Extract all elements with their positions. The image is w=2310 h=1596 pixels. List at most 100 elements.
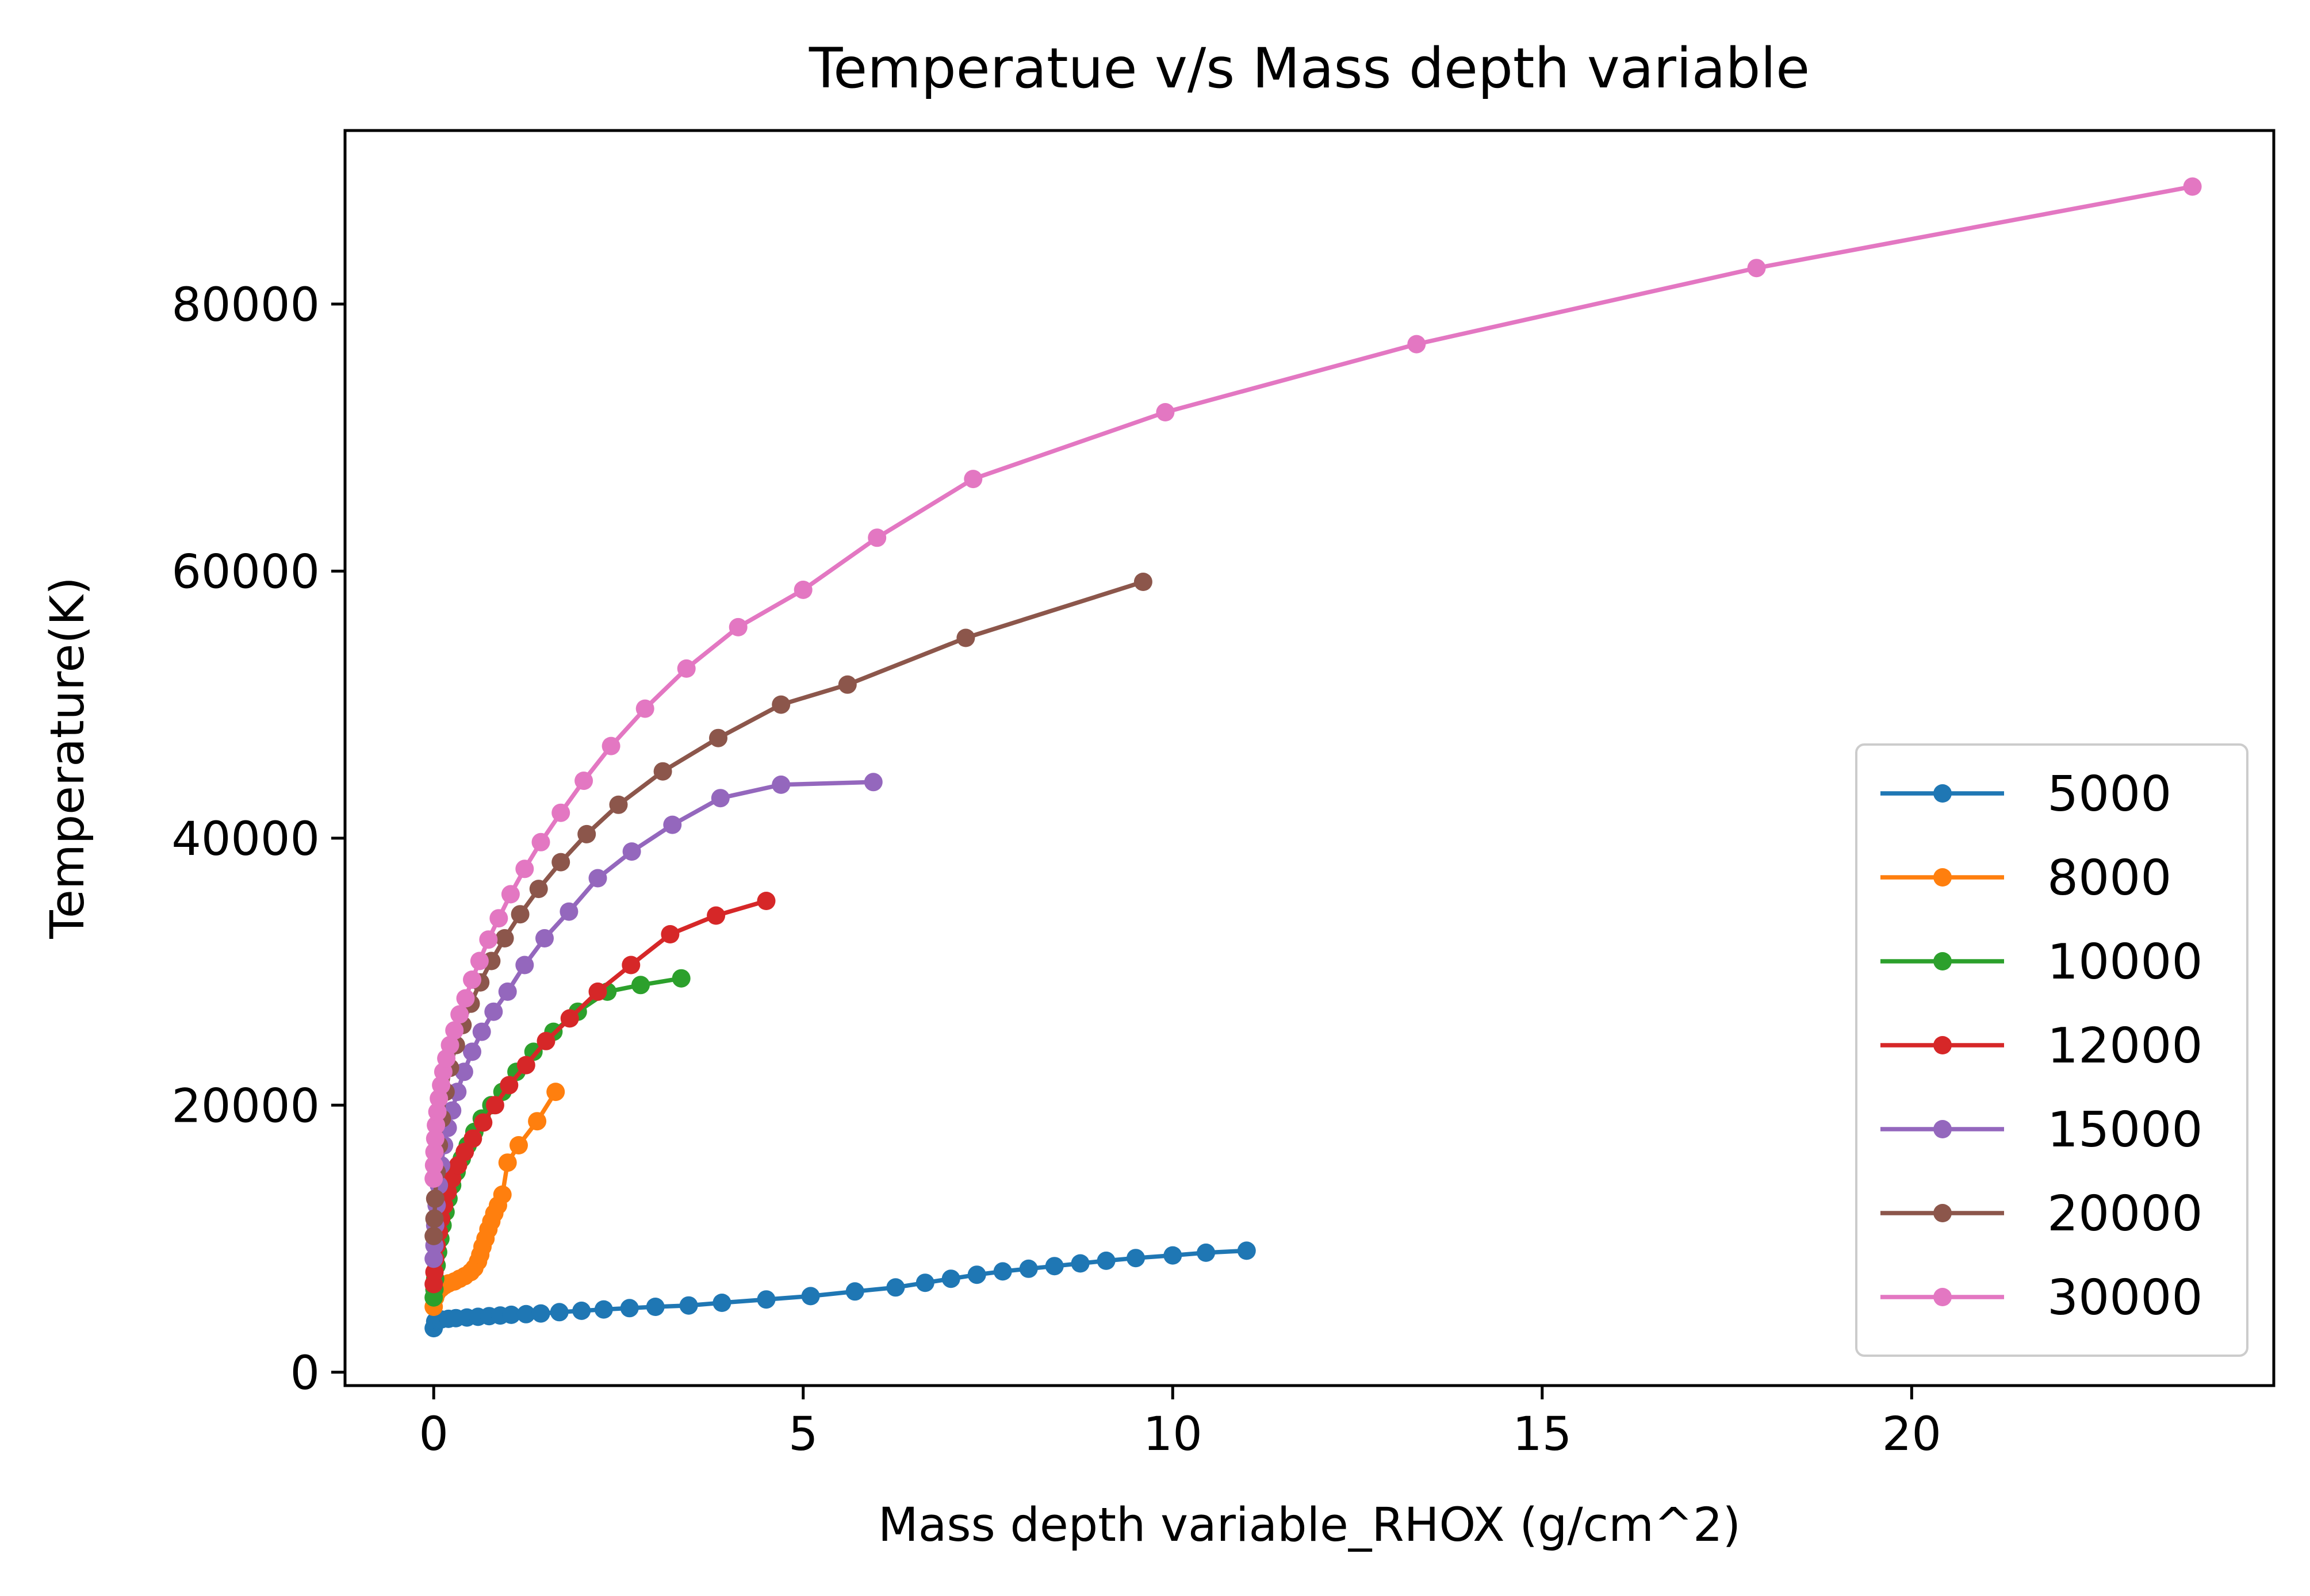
legend-items: 5000 8000 10000 12000 15000 20000 30000 — [1880, 766, 2202, 1326]
data-point — [602, 736, 620, 755]
data-point — [500, 1076, 519, 1095]
data-point — [711, 789, 730, 808]
data-point — [551, 803, 570, 822]
data-point — [528, 1112, 547, 1131]
data-point — [794, 580, 813, 599]
data-point — [679, 1296, 698, 1315]
data-point — [424, 1169, 443, 1188]
data-point — [772, 775, 791, 794]
data-point — [2183, 177, 2202, 196]
data-point — [495, 929, 514, 947]
data-point — [484, 1002, 503, 1021]
data-point — [560, 902, 579, 921]
data-point — [425, 1209, 444, 1228]
x-tick-label: 5 — [788, 1407, 818, 1461]
series-15000 — [424, 773, 883, 1268]
data-point — [622, 842, 641, 861]
data-point — [546, 1083, 565, 1102]
data-point — [1127, 1249, 1145, 1268]
chart-title: Temperatue v/s Mass depth variable — [809, 36, 1810, 101]
data-point — [868, 528, 887, 547]
data-point — [1407, 335, 1426, 354]
data-point — [663, 815, 682, 834]
data-point — [498, 982, 517, 1001]
data-point — [572, 1301, 591, 1320]
series-12000 — [424, 892, 776, 1294]
data-point — [646, 1298, 665, 1316]
data-point — [425, 1142, 444, 1161]
legend-item-8000: 8000 — [1880, 850, 2171, 907]
series-layer — [424, 177, 2202, 1338]
legend-label: 12000 — [2047, 1018, 2202, 1075]
data-point — [620, 1299, 639, 1318]
data-point — [424, 1226, 443, 1245]
y-axis: 0 20000 40000 60000 80000 — [171, 278, 345, 1401]
data-point — [550, 1303, 569, 1322]
legend-label: 10000 — [2047, 934, 2202, 991]
x-tick-label: 10 — [1143, 1407, 1202, 1461]
data-point — [531, 1304, 550, 1323]
data-point — [427, 1116, 446, 1135]
data-point — [424, 1249, 443, 1268]
data-point — [489, 909, 508, 928]
y-axis-label: Temperature(K) — [41, 577, 95, 939]
x-axis-label: Mass depth variable_RHOX (g/cm^2) — [878, 1498, 1741, 1552]
x-tick-label: 15 — [1512, 1407, 1572, 1461]
data-point — [474, 1113, 493, 1132]
data-point — [845, 1282, 864, 1301]
plot-frame — [343, 129, 2275, 1387]
data-point — [838, 675, 857, 694]
data-point — [551, 853, 570, 872]
data-point — [463, 1042, 481, 1061]
data-point — [864, 773, 883, 792]
data-point — [479, 930, 498, 949]
legend-marker — [1933, 868, 1952, 887]
data-point — [1163, 1246, 1182, 1265]
data-point — [516, 1305, 535, 1323]
data-point — [964, 470, 983, 489]
data-point — [425, 1263, 444, 1282]
data-point — [993, 1262, 1012, 1281]
data-point — [531, 832, 550, 851]
data-point — [941, 1269, 960, 1288]
data-point — [672, 969, 691, 988]
data-point — [502, 1305, 521, 1324]
data-point — [426, 1129, 445, 1148]
legend-item-5000: 5000 — [1880, 766, 2171, 823]
data-point — [529, 880, 548, 899]
legend-label: 30000 — [2047, 1269, 2202, 1326]
series-30000 — [424, 177, 2202, 1188]
y-tick-label: 0 — [290, 1346, 320, 1401]
data-point — [455, 1142, 474, 1161]
series-5000 — [424, 1241, 1256, 1338]
legend-marker — [1933, 1204, 1952, 1222]
data-point — [428, 1102, 447, 1121]
data-point — [456, 989, 475, 1008]
data-point — [450, 1005, 469, 1024]
legend-item-15000: 15000 — [1880, 1102, 2202, 1158]
data-point — [1237, 1241, 1256, 1260]
legend: 5000 8000 10000 12000 15000 20000 30000 — [1855, 743, 2248, 1357]
data-point — [498, 1153, 517, 1172]
x-axis: 0 5 10 15 20 — [419, 1386, 1941, 1461]
data-point — [635, 699, 654, 718]
data-point — [516, 1056, 535, 1075]
data-point — [588, 869, 607, 888]
y-tick-label: 60000 — [171, 545, 320, 599]
data-point — [707, 906, 726, 925]
data-point — [609, 795, 628, 814]
y-tick-label: 20000 — [171, 1079, 320, 1133]
data-point — [915, 1273, 934, 1292]
data-point — [535, 929, 554, 947]
data-point — [801, 1287, 820, 1306]
legend-marker — [1933, 1120, 1952, 1138]
legend-marker — [1933, 952, 1952, 970]
legend-item-30000: 30000 — [1880, 1269, 2202, 1326]
data-point — [470, 952, 489, 970]
data-point — [454, 1062, 473, 1081]
data-point — [1747, 259, 1766, 278]
data-point — [677, 659, 696, 678]
legend-marker — [1933, 784, 1952, 803]
legend-label: 15000 — [2047, 1102, 2202, 1158]
